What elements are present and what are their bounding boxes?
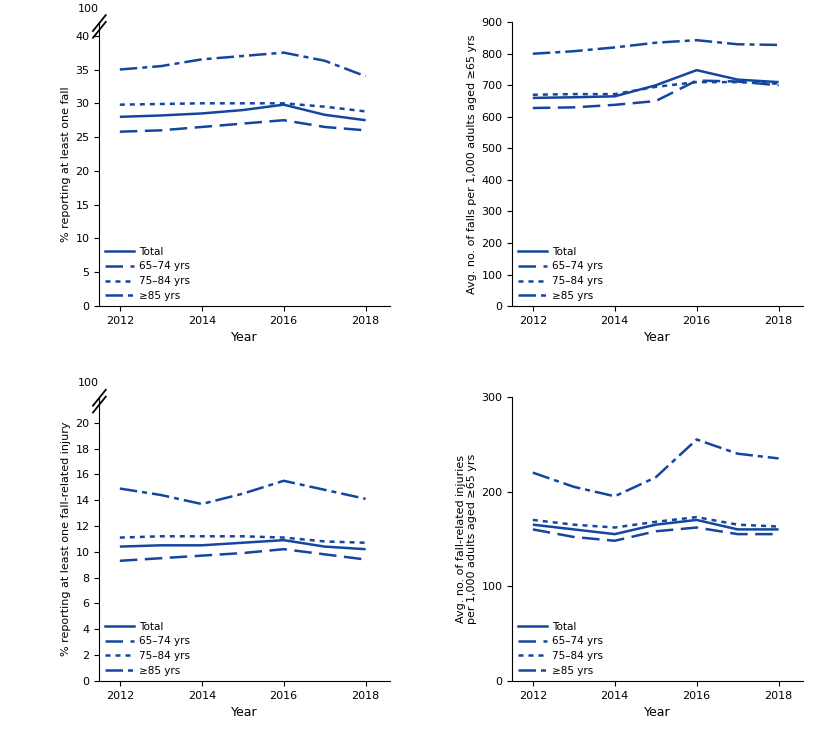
X-axis label: Year: Year	[643, 706, 670, 719]
Text: 100: 100	[78, 4, 98, 13]
Y-axis label: Avg. no. of falls per 1,000 adults aged ≥65 yrs: Avg. no. of falls per 1,000 adults aged …	[466, 34, 476, 294]
Legend: Total, 65–74 yrs, 75–84 yrs, ≥85 yrs: Total, 65–74 yrs, 75–84 yrs, ≥85 yrs	[517, 622, 602, 676]
X-axis label: Year: Year	[232, 332, 258, 344]
Y-axis label: Avg. no. of fall-related injuries
per 1,000 adults aged ≥65 yrs: Avg. no. of fall-related injuries per 1,…	[455, 454, 476, 624]
Text: 100: 100	[78, 378, 98, 388]
Y-axis label: % reporting at least one fall: % reporting at least one fall	[61, 87, 71, 242]
Legend: Total, 65–74 yrs, 75–84 yrs, ≥85 yrs: Total, 65–74 yrs, 75–84 yrs, ≥85 yrs	[104, 247, 189, 301]
X-axis label: Year: Year	[643, 332, 670, 344]
Y-axis label: % reporting at least one fall-related injury: % reporting at least one fall-related in…	[61, 422, 71, 656]
X-axis label: Year: Year	[232, 706, 258, 719]
Legend: Total, 65–74 yrs, 75–84 yrs, ≥85 yrs: Total, 65–74 yrs, 75–84 yrs, ≥85 yrs	[104, 622, 189, 676]
Legend: Total, 65–74 yrs, 75–84 yrs, ≥85 yrs: Total, 65–74 yrs, 75–84 yrs, ≥85 yrs	[517, 247, 602, 301]
